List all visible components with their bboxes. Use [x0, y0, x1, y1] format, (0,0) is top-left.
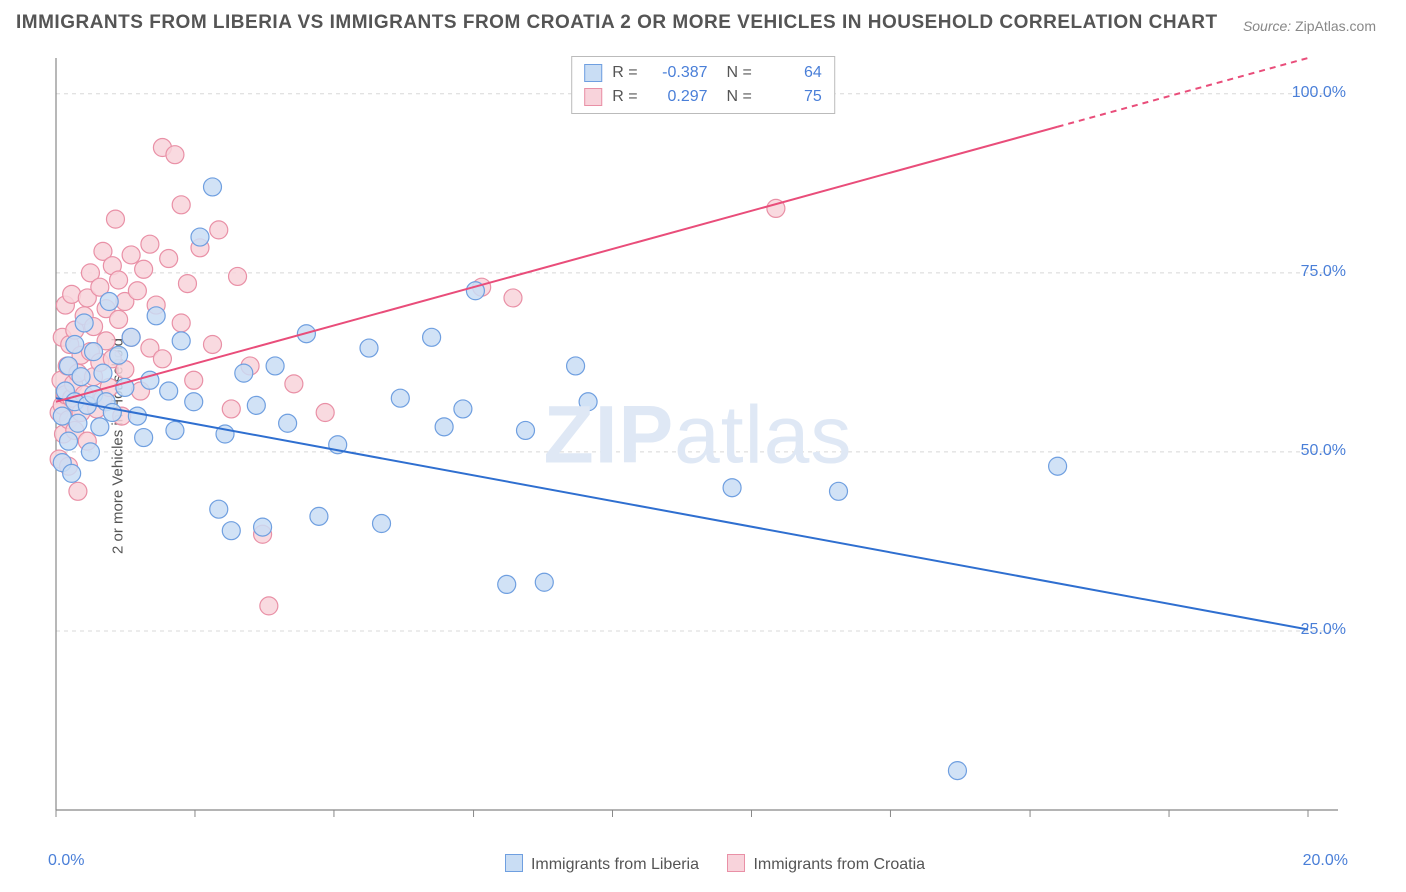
scatter-chart — [48, 50, 1348, 830]
stats-n-label: N = — [718, 85, 752, 109]
legend-label-liberia: Immigrants from Liberia — [531, 856, 699, 873]
y-tick-label: 25.0% — [1301, 621, 1346, 639]
stats-r-label: R = — [612, 61, 637, 85]
stats-legend: R = -0.387 N = 64 R = 0.297 N = 75 — [571, 56, 835, 114]
legend-label-croatia: Immigrants from Croatia — [753, 856, 925, 873]
stats-swatch-liberia — [584, 64, 602, 82]
plot-area: ZIPatlas — [48, 50, 1348, 830]
stats-n-label: N = — [718, 61, 752, 85]
legend-swatch-liberia — [505, 854, 523, 872]
stats-n-croatia: 75 — [762, 85, 822, 109]
bottom-legend: Immigrants from Liberia Immigrants from … — [0, 854, 1406, 874]
stats-r-label: R = — [612, 85, 637, 109]
y-tick-label: 100.0% — [1292, 84, 1346, 102]
stats-row-croatia: R = 0.297 N = 75 — [584, 85, 822, 109]
source-label: Source: — [1243, 18, 1291, 34]
source-attribution: Source: ZipAtlas.com — [1243, 18, 1376, 34]
y-tick-label: 50.0% — [1301, 442, 1346, 460]
stats-n-liberia: 64 — [762, 61, 822, 85]
stats-row-liberia: R = -0.387 N = 64 — [584, 61, 822, 85]
legend-swatch-croatia — [727, 854, 745, 872]
chart-title: IMMIGRANTS FROM LIBERIA VS IMMIGRANTS FR… — [16, 12, 1218, 34]
y-tick-label: 75.0% — [1301, 263, 1346, 281]
stats-swatch-croatia — [584, 88, 602, 106]
stats-r-liberia: -0.387 — [648, 61, 708, 85]
source-value: ZipAtlas.com — [1295, 18, 1376, 34]
stats-r-croatia: 0.297 — [648, 85, 708, 109]
